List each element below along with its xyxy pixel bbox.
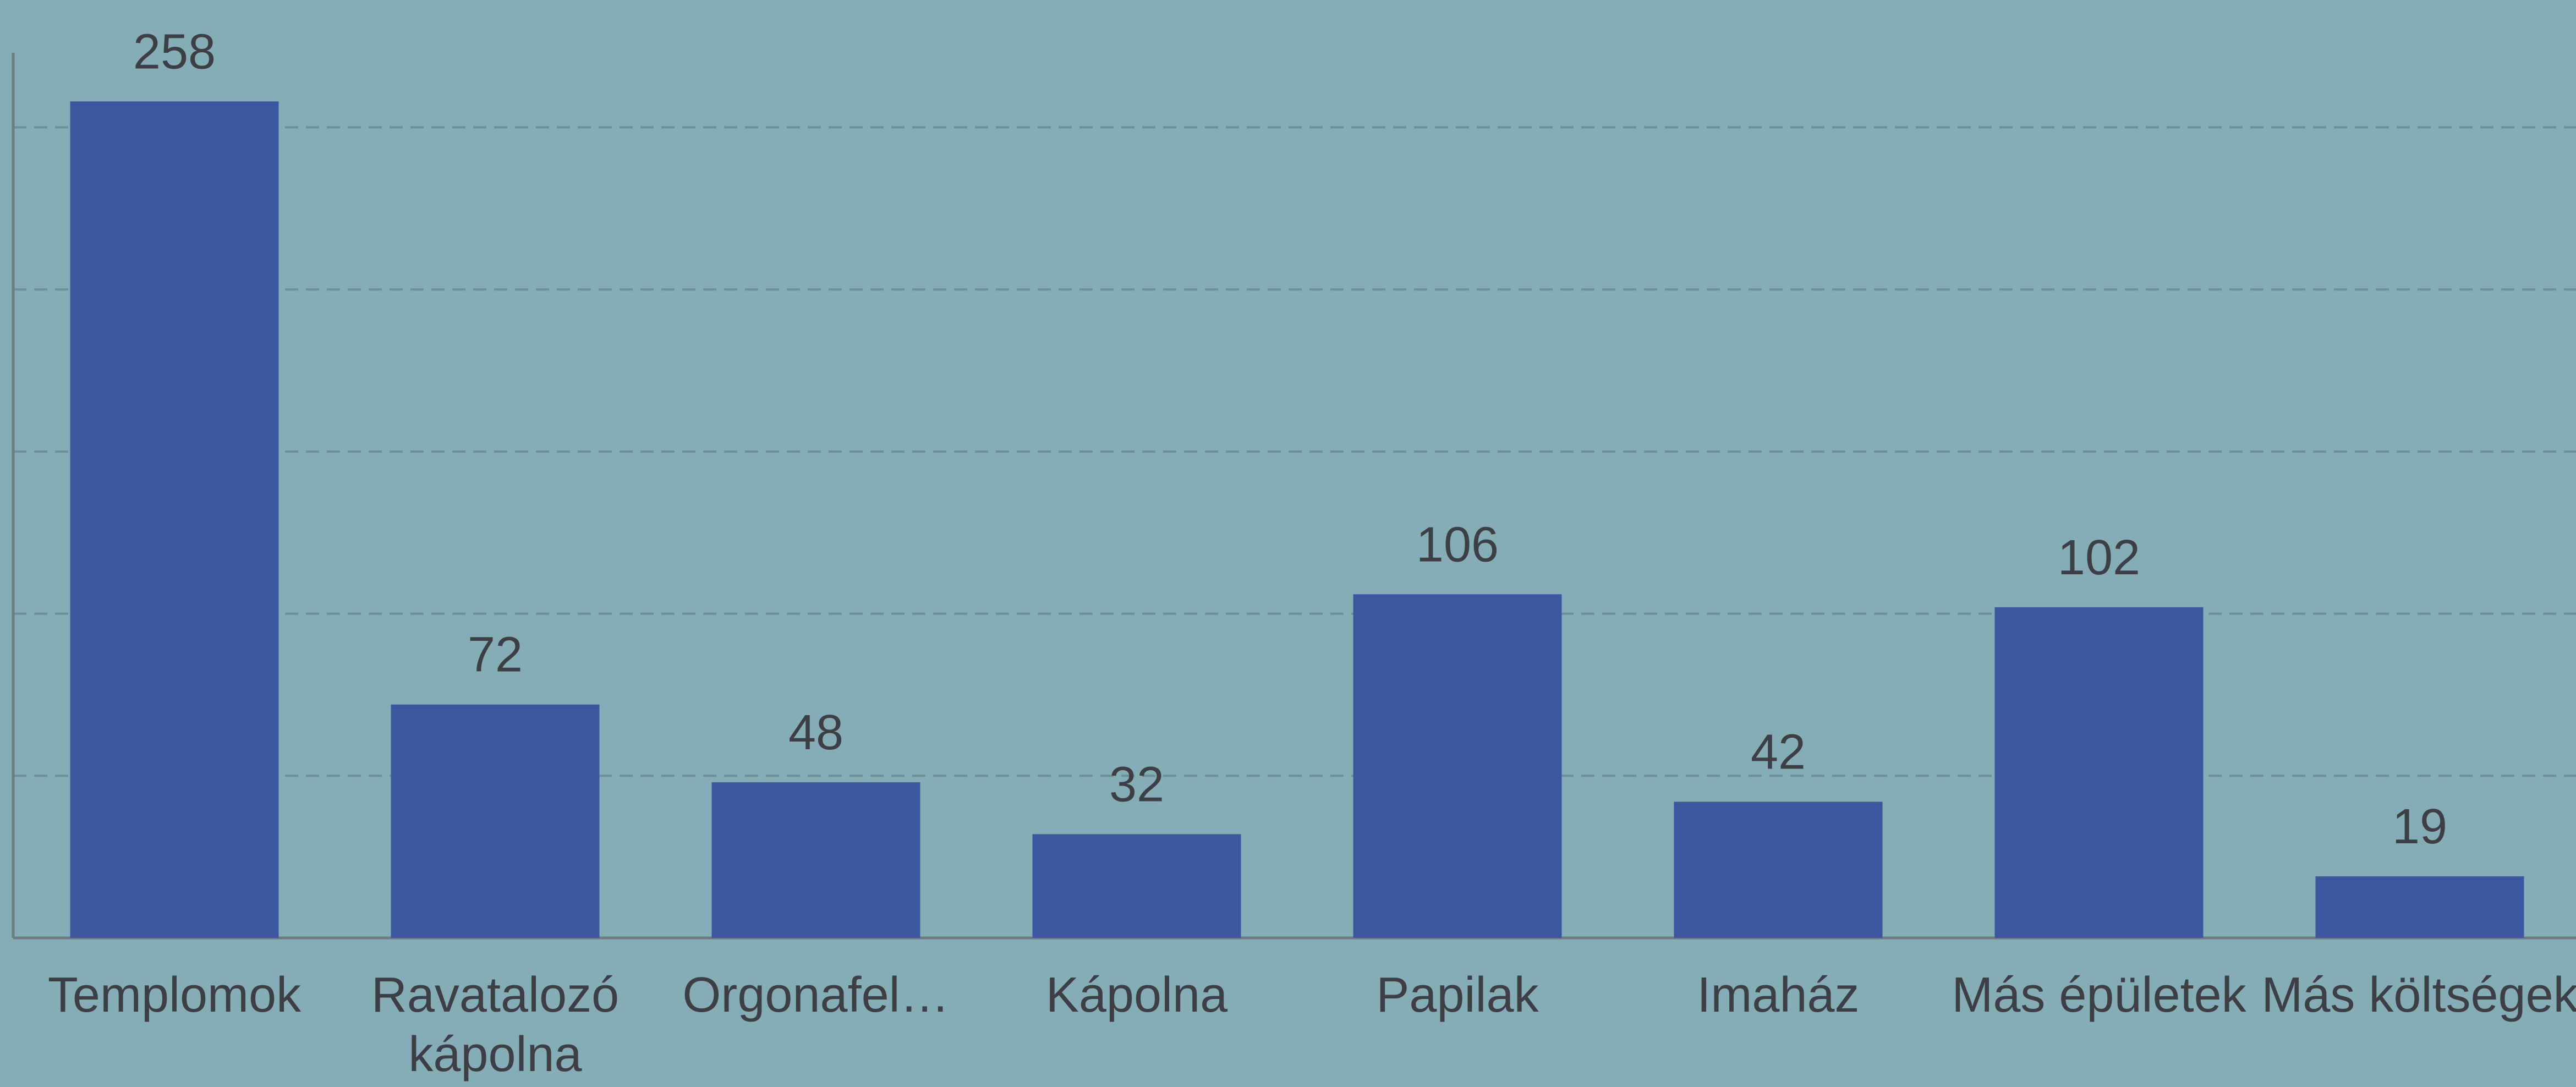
bar: [1353, 594, 1562, 938]
value-label: 42: [1751, 724, 1806, 779]
x-tick-label: Orgonafel…: [682, 968, 950, 1023]
value-label: 19: [2392, 799, 2447, 854]
x-tick-label: Papilak: [1376, 968, 1539, 1023]
x-tick-label: Templomok: [47, 968, 302, 1023]
bar: [70, 101, 279, 938]
x-tick-label: Más épületek: [1952, 968, 2246, 1023]
bar: [1674, 801, 1883, 938]
bar: [711, 782, 920, 938]
value-label: 72: [468, 628, 523, 683]
value-label: 258: [133, 24, 216, 79]
value-label: 32: [1109, 757, 1164, 812]
x-tick-label: Más költségek: [2261, 968, 2576, 1023]
value-label: 106: [1416, 517, 1499, 572]
x-tick-label: Kápolna: [1045, 968, 1228, 1023]
bar: [391, 704, 600, 938]
bar: [1032, 834, 1241, 938]
x-tick-label: Ravatalozó kápolna: [371, 968, 620, 1082]
bar: [2315, 876, 2524, 938]
value-label: 102: [2058, 530, 2140, 585]
bar: [1994, 607, 2204, 938]
value-label: 48: [788, 705, 843, 760]
x-tick-label: Imaház: [1697, 968, 1860, 1023]
